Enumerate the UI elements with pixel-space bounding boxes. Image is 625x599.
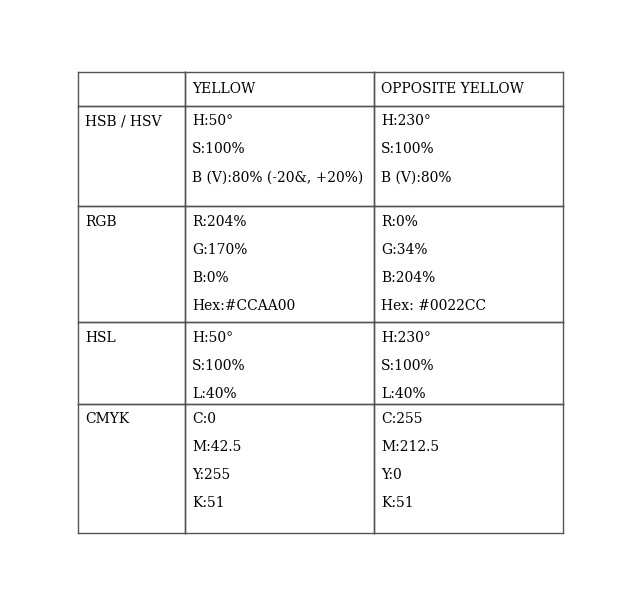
Text: YELLOW: YELLOW — [192, 82, 255, 96]
Text: H:230°

S:100%

L:40%: H:230° S:100% L:40% — [381, 331, 434, 401]
Text: R:204%

G:170%

B:0%

Hex:#CCAA00: R:204% G:170% B:0% Hex:#CCAA00 — [192, 214, 295, 313]
Text: RGB: RGB — [86, 214, 117, 229]
Text: H:50°

S:100%

B (V):80% (-20&, +20%): H:50° S:100% B (V):80% (-20&, +20%) — [192, 114, 363, 184]
Text: H:50°

S:100%

L:40%: H:50° S:100% L:40% — [192, 331, 246, 401]
Text: HSL: HSL — [86, 331, 116, 344]
Text: HSB / HSV: HSB / HSV — [86, 114, 162, 128]
Text: OPPOSITE YELLOW: OPPOSITE YELLOW — [381, 82, 524, 96]
Text: C:255

M:212.5

Y:0

K:51: C:255 M:212.5 Y:0 K:51 — [381, 412, 439, 510]
Text: C:0

M:42.5

Y:255

K:51: C:0 M:42.5 Y:255 K:51 — [192, 412, 241, 510]
Text: H:230°

S:100%

B (V):80%: H:230° S:100% B (V):80% — [381, 114, 451, 184]
Text: R:0%

G:34%

B:204%

Hex: #0022CC: R:0% G:34% B:204% Hex: #0022CC — [381, 214, 486, 313]
Text: CMYK: CMYK — [86, 412, 129, 426]
